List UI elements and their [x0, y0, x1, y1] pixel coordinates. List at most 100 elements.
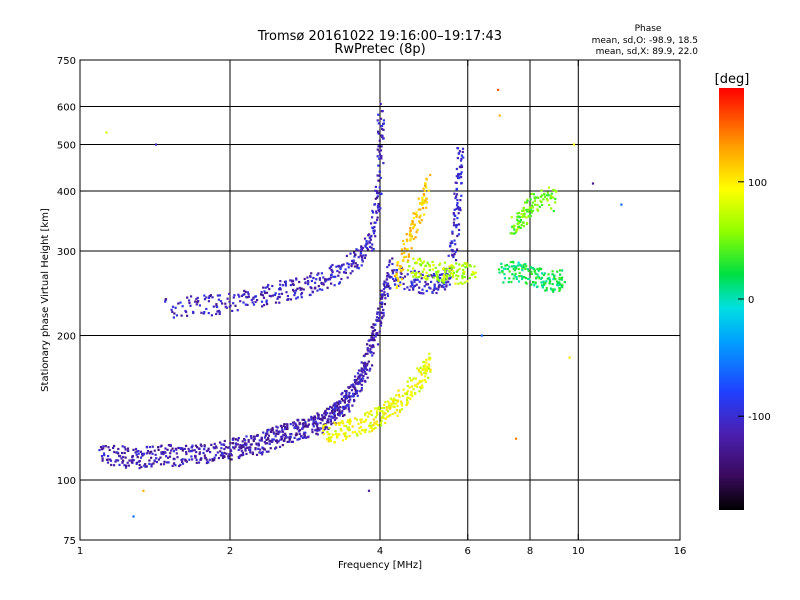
- data-point: [331, 406, 334, 409]
- data-point: [392, 277, 395, 280]
- data-point: [530, 211, 534, 214]
- data-point: [153, 449, 156, 452]
- data-point: [407, 259, 410, 262]
- x-tick-label: 16: [674, 546, 687, 557]
- data-point: [537, 196, 540, 199]
- data-point: [311, 431, 314, 434]
- data-point: [322, 424, 325, 427]
- data-point: [381, 317, 384, 320]
- data-point: [391, 272, 394, 275]
- data-point: [352, 386, 355, 389]
- data-point: [307, 419, 310, 422]
- data-point: [209, 451, 212, 454]
- data-point: [326, 431, 329, 434]
- data-point: [377, 122, 380, 125]
- data-point: [378, 186, 381, 189]
- data-point: [413, 269, 416, 272]
- data-point: [314, 420, 318, 423]
- data-point: [264, 432, 268, 435]
- data-point: [295, 277, 298, 280]
- data-point: [390, 276, 393, 279]
- data-point: [186, 314, 189, 317]
- data-point: [371, 332, 374, 335]
- data-point: [429, 368, 432, 371]
- data-point: [120, 457, 123, 460]
- data-point: [380, 305, 383, 308]
- data-point: [336, 409, 339, 412]
- data-point: [358, 377, 361, 380]
- data-point: [448, 277, 451, 280]
- data-point: [333, 284, 336, 287]
- data-point: [403, 247, 406, 250]
- data-point: [262, 296, 266, 299]
- data-point: [521, 221, 524, 224]
- data-point: [329, 276, 332, 279]
- data-point: [274, 435, 277, 438]
- data-point: [98, 449, 101, 452]
- data-point: [406, 401, 409, 404]
- data-point: [427, 366, 430, 369]
- data-point: [461, 264, 464, 267]
- data-point: [359, 254, 362, 257]
- data-point: [443, 274, 446, 277]
- data-point: [176, 456, 179, 459]
- data-point: [412, 288, 415, 291]
- data-point: [310, 418, 313, 421]
- data-point: [338, 265, 341, 268]
- data-point: [458, 263, 461, 266]
- data-point: [421, 288, 424, 291]
- data-point: [514, 272, 517, 275]
- data-point: [244, 303, 247, 306]
- data-point: [338, 281, 342, 284]
- data-point: [442, 279, 445, 282]
- data-point: [364, 361, 367, 364]
- data-point: [386, 282, 390, 285]
- data-point: [530, 270, 533, 273]
- data-point: [325, 278, 328, 281]
- data-point: [406, 380, 409, 383]
- data-point: [323, 416, 326, 419]
- data-point: [518, 275, 521, 278]
- data-point: [526, 222, 529, 225]
- data-point: [460, 154, 463, 157]
- data-point: [300, 435, 303, 438]
- data-point: [205, 296, 208, 299]
- data-point: [316, 429, 319, 432]
- data-point: [364, 364, 367, 367]
- data-point: [163, 460, 166, 463]
- data-point: [541, 272, 544, 275]
- data-point: [323, 412, 326, 415]
- data-point: [297, 430, 301, 433]
- data-point: [238, 446, 241, 449]
- data-point: [379, 149, 382, 152]
- data-point: [246, 446, 249, 449]
- data-point: [332, 433, 335, 436]
- data-point: [188, 299, 191, 302]
- data-point: [296, 426, 299, 429]
- data-point: [337, 422, 340, 425]
- data-point: [456, 248, 459, 251]
- data-point: [456, 201, 459, 205]
- data-point: [560, 285, 563, 288]
- data-point: [379, 324, 383, 327]
- data-point: [526, 198, 529, 201]
- data-point: [153, 459, 156, 462]
- data-point: [383, 280, 386, 283]
- data-point: [302, 433, 305, 436]
- data-point: [198, 452, 201, 456]
- data-point: [342, 422, 345, 425]
- data-point: [360, 386, 363, 390]
- data-point: [271, 438, 274, 441]
- data-point: [263, 436, 267, 439]
- data-point: [525, 201, 529, 204]
- data-point: [223, 448, 226, 451]
- data-point: [240, 294, 244, 297]
- data-point: [377, 307, 380, 310]
- data-point: [403, 392, 407, 395]
- data-point: [250, 298, 253, 301]
- data-point: [420, 292, 423, 295]
- x-tick-label: 8: [527, 546, 533, 557]
- data-point: [249, 451, 252, 454]
- data-point: [333, 402, 336, 405]
- data-point: [316, 428, 319, 431]
